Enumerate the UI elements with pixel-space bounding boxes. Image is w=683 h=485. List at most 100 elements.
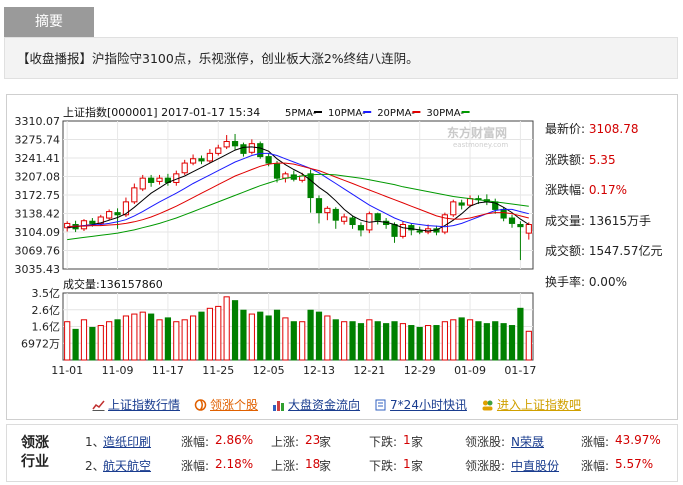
chart-title: 上证指数[000001] 2017-01-17 15:34: [63, 105, 260, 119]
industry-change-label: 涨幅:: [181, 435, 210, 449]
industry-lead-change: 5.57%: [615, 457, 654, 471]
volume-bar: [248, 313, 255, 361]
candle-body: [156, 177, 163, 182]
quick-link-label: 上证指数行情: [108, 398, 181, 412]
candle-body: [80, 220, 88, 230]
volume-bar: [424, 325, 432, 361]
price-tick-label: 3275.74: [15, 134, 61, 147]
industry-name[interactable]: 航天航空: [103, 459, 152, 473]
index-chart-panel: 3310.07 3275.74 3241.41 3207.08 3172.75 3138.…: [6, 94, 678, 420]
stat-label: 成交额:: [545, 244, 586, 258]
date-tick-label: 11-09: [102, 364, 134, 377]
watermark-text: 东方财富网: [447, 125, 507, 140]
candle-body: [458, 202, 465, 206]
industry-name[interactable]: 造纸印刷: [103, 435, 152, 449]
candle-body: [215, 147, 222, 154]
quick-link[interactable]: 进入上证指数吧: [481, 396, 581, 413]
quick-link[interactable]: 上证指数行情: [92, 396, 180, 413]
candle-body: [198, 158, 205, 162]
industry-lead[interactable]: N荣晟: [511, 435, 544, 449]
industry-down-label: 下跌:: [369, 435, 398, 449]
industry-down: 1: [403, 457, 411, 471]
industry-down-unit: 家: [411, 435, 424, 449]
ma5-line: [67, 146, 530, 232]
date-tick-label: 01-17: [504, 364, 536, 377]
summary-tab[interactable]: 摘要: [4, 7, 94, 37]
candle-body: [97, 216, 104, 224]
volume-bar: [307, 309, 314, 361]
industry-up-label: 上涨:: [271, 459, 300, 473]
candle-body: [257, 143, 264, 158]
date-tick-label: 11-17: [152, 364, 184, 377]
industry-up-unit: 家: [319, 459, 332, 473]
date-tick-label: 12-21: [353, 364, 385, 377]
candle-body: [450, 201, 457, 216]
doc-icon: [374, 399, 387, 411]
stat-label: 涨跌幅:: [545, 183, 586, 197]
volume-bar: [273, 309, 281, 361]
ma30-legend-swatch: [461, 111, 470, 113]
candle-body: [265, 156, 272, 164]
volume-bar: [374, 321, 381, 361]
candle-body: [139, 177, 146, 190]
volume-bar: [173, 321, 180, 361]
people-icon: [481, 399, 494, 411]
candle-body: [248, 143, 255, 153]
candle-body: [64, 222, 71, 229]
quick-link[interactable]: 大盘资金流向: [272, 396, 360, 413]
industry-lead-change-label: 涨幅:: [581, 435, 610, 449]
volume-bar: [366, 319, 373, 361]
price-tick-label: 3241.41: [15, 152, 61, 165]
candle-body: [466, 198, 474, 206]
volume-bar: [492, 321, 499, 361]
volume-bar: [324, 315, 331, 361]
industry-rank: 2、: [85, 459, 105, 473]
ma10-legend-swatch: [363, 111, 372, 113]
volume-bar: [80, 319, 88, 361]
volume-bar: [215, 305, 222, 361]
stat-row: 成交额: 1547.57亿元: [545, 242, 675, 273]
candle-body: [122, 201, 130, 216]
volume-bar: [72, 328, 79, 361]
volume-bar: [164, 317, 172, 361]
quick-link-label: 大盘资金流向: [288, 398, 361, 412]
volume-tick-label: 6972万: [21, 337, 60, 350]
industry-up-unit: 家: [319, 435, 332, 449]
volume-bar: [450, 319, 457, 361]
quick-links: 上证指数行情 领涨个股 大盘资金流向 7*24小时快讯 进入上证指数吧: [92, 396, 595, 416]
price-tick-label: 3172.75: [15, 189, 61, 202]
volume-bar: [223, 296, 230, 361]
quick-link[interactable]: 7*24小时快讯: [374, 396, 467, 413]
kline-chart: 3310.07 3275.74 3241.41 3207.08 3172.75 3138.…: [15, 105, 537, 377]
candle-body: [89, 220, 96, 224]
headline-text[interactable]: 【收盘播报】沪指险守3100点，乐视涨停，创业板大涨2%终结八连阴。: [17, 51, 419, 66]
stat-value: 13615万手: [585, 213, 652, 228]
candle-body: [349, 217, 356, 226]
ma20-legend-swatch: [412, 111, 421, 113]
volume-bar: [198, 311, 205, 361]
industry-lead[interactable]: 中直股份: [511, 459, 560, 473]
quick-link[interactable]: 领涨个股: [194, 396, 258, 413]
date-tick-label: 12-05: [253, 364, 285, 377]
volume-bar: [349, 321, 356, 361]
ma5-legend-label: 5PMA-: [285, 108, 317, 119]
ma5-legend-swatch: [314, 111, 322, 113]
volume-bar: [433, 325, 440, 361]
candle-body: [240, 144, 247, 154]
ma20-line: [67, 162, 529, 228]
stat-label: 涨跌额:: [545, 152, 586, 167]
volume-bar: [156, 319, 163, 361]
price-tick-label: 3207.08: [15, 171, 61, 184]
volume-bar: [181, 319, 188, 361]
candle-body: [106, 211, 113, 219]
volume-bar: [483, 323, 490, 361]
volume-bar: [114, 319, 121, 361]
stat-label: 换手率:: [545, 274, 586, 289]
stat-value: 1547.57亿元: [585, 244, 663, 258]
candle-body: [206, 152, 213, 162]
candle-body: [391, 224, 398, 237]
industry-down-unit: 家: [411, 459, 424, 473]
ma10-line: [67, 152, 529, 228]
industry-lead-change: 43.97%: [615, 433, 661, 447]
industry-change: 2.18%: [215, 457, 254, 471]
